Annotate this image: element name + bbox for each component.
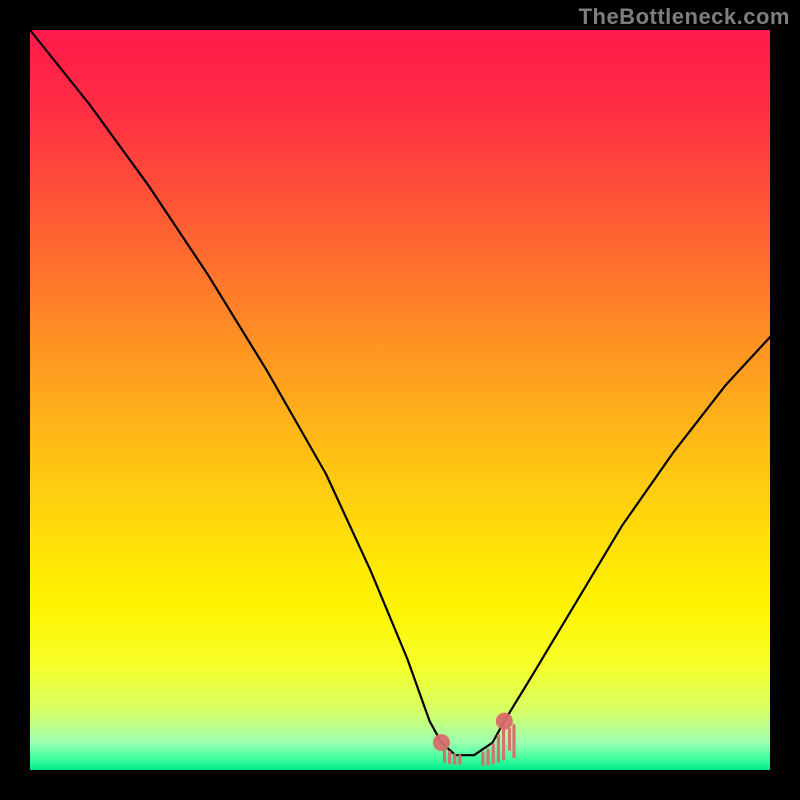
watermark-text: TheBottleneck.com (579, 4, 790, 30)
chart-frame: TheBottleneck.com (0, 0, 800, 800)
plot-background (30, 30, 770, 770)
bottleneck-curve-chart (0, 0, 800, 800)
